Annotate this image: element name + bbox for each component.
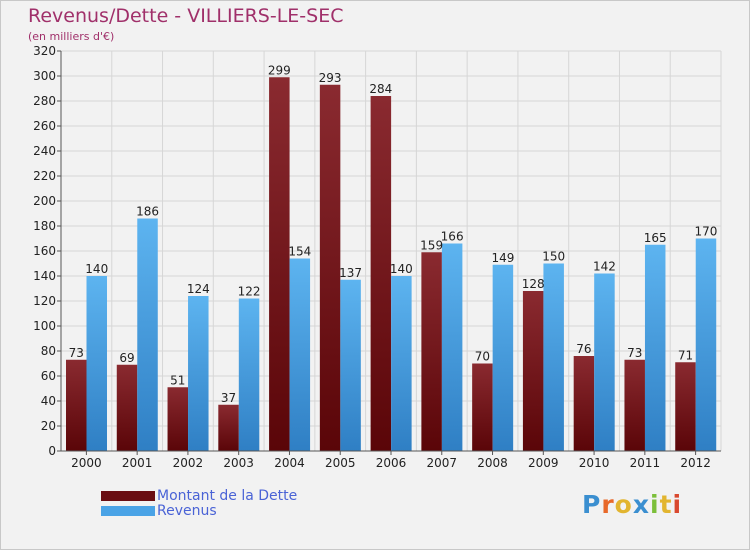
chart-subtitle: (en milliers d'€)	[28, 30, 115, 43]
bar-dette	[675, 362, 696, 451]
data-label: 37	[221, 391, 236, 405]
x-tick-label: 2010	[579, 456, 610, 470]
bar-revenus	[543, 263, 564, 451]
y-tick-label: 0	[48, 444, 56, 458]
bar-revenus	[441, 243, 463, 451]
y-tick-label: 220	[33, 169, 56, 183]
y-tick-label: 300	[33, 69, 56, 83]
x-tick-label: 2001	[122, 456, 153, 470]
logo-letter: i	[672, 490, 683, 519]
logo-letter: o	[614, 490, 633, 519]
bar-dette	[319, 84, 341, 451]
y-tick-label: 160	[33, 244, 56, 258]
y-tick-label: 260	[33, 119, 56, 133]
y-tick-label: 100	[33, 319, 56, 333]
y-tick-label: 120	[33, 294, 56, 308]
bar-dette	[218, 404, 239, 451]
bar-revenus	[695, 238, 717, 451]
data-label: 73	[627, 346, 642, 360]
data-label: 51	[170, 373, 185, 387]
bar-revenus	[238, 298, 260, 451]
y-tick-label: 180	[33, 219, 56, 233]
data-label: 124	[187, 282, 210, 296]
data-label: 170	[695, 225, 718, 239]
bar-dette	[573, 356, 595, 451]
data-label: 293	[319, 71, 342, 85]
bar-dette	[269, 77, 290, 451]
bar-dette	[370, 96, 392, 451]
y-tick-label: 320	[33, 44, 56, 58]
data-label: 140	[85, 262, 108, 276]
logo-letter: P	[582, 490, 602, 519]
x-tick-label: 2007	[426, 456, 457, 470]
data-label: 150	[542, 250, 565, 264]
data-label: 142	[593, 260, 616, 274]
proxiti-logo: Proxiti	[582, 490, 682, 519]
bar-revenus	[492, 264, 514, 451]
x-tick-label: 2002	[173, 456, 204, 470]
bar-dette	[116, 364, 138, 451]
x-tick-label: 2003	[223, 456, 254, 470]
data-label: 128	[522, 277, 545, 291]
logo-letter: t	[659, 490, 673, 519]
bar-dette	[624, 359, 645, 451]
bar-revenus	[594, 273, 615, 451]
x-tick-label: 2000	[71, 456, 102, 470]
chart-title: Revenus/Dette - VILLIERS-LE-SEC	[28, 5, 344, 27]
bar-dette	[522, 291, 544, 451]
x-tick-label: 2012	[680, 456, 711, 470]
bar-revenus	[137, 218, 158, 451]
bar-dette	[167, 387, 189, 451]
data-label: 140	[390, 262, 413, 276]
legend-label-debt: Montant de la Dette	[157, 488, 298, 504]
x-tick-label: 2005	[325, 456, 356, 470]
y-tick-label: 20	[41, 419, 56, 433]
bar-dette	[421, 252, 442, 451]
data-label: 299	[268, 63, 291, 77]
data-label: 76	[576, 342, 591, 356]
bar-dette	[472, 363, 493, 451]
logo-letter: i	[650, 490, 660, 519]
logo-letter: r	[601, 490, 615, 519]
data-label: 284	[369, 82, 392, 96]
x-tick-label: 2006	[376, 456, 407, 470]
legend-swatch-revenus	[101, 506, 155, 516]
data-label: 122	[238, 285, 261, 299]
data-label: 73	[69, 346, 84, 360]
data-label: 70	[475, 350, 490, 364]
bar-revenus	[340, 279, 361, 451]
data-label: 154	[288, 245, 311, 259]
bar-revenus	[289, 258, 311, 451]
legend-swatch-debt	[101, 491, 155, 501]
y-tick-label: 140	[33, 269, 56, 283]
x-tick-label: 2009	[528, 456, 559, 470]
bar-revenus	[644, 244, 666, 451]
y-tick-label: 80	[41, 344, 56, 358]
bar-revenus	[188, 296, 209, 451]
bar-revenus	[86, 276, 107, 451]
x-tick-label: 2008	[477, 456, 508, 470]
x-tick-label: 2011	[630, 456, 661, 470]
logo-letter: x	[632, 490, 650, 519]
data-label: 159	[420, 238, 443, 252]
data-label: 137	[339, 266, 362, 280]
data-label: 166	[441, 230, 464, 244]
bar-dette	[66, 359, 87, 451]
y-tick-label: 280	[33, 94, 56, 108]
data-label: 186	[136, 205, 159, 219]
data-label: 71	[678, 348, 693, 362]
y-tick-label: 60	[41, 369, 56, 383]
y-tick-label: 200	[33, 194, 56, 208]
legend-label-revenus: Revenus	[157, 503, 217, 519]
data-label: 165	[644, 231, 667, 245]
y-tick-label: 240	[33, 144, 56, 158]
y-tick-label: 40	[41, 394, 56, 408]
data-label: 149	[491, 251, 514, 265]
bar-revenus	[391, 276, 412, 451]
data-label: 69	[119, 351, 134, 365]
x-tick-label: 2004	[274, 456, 305, 470]
